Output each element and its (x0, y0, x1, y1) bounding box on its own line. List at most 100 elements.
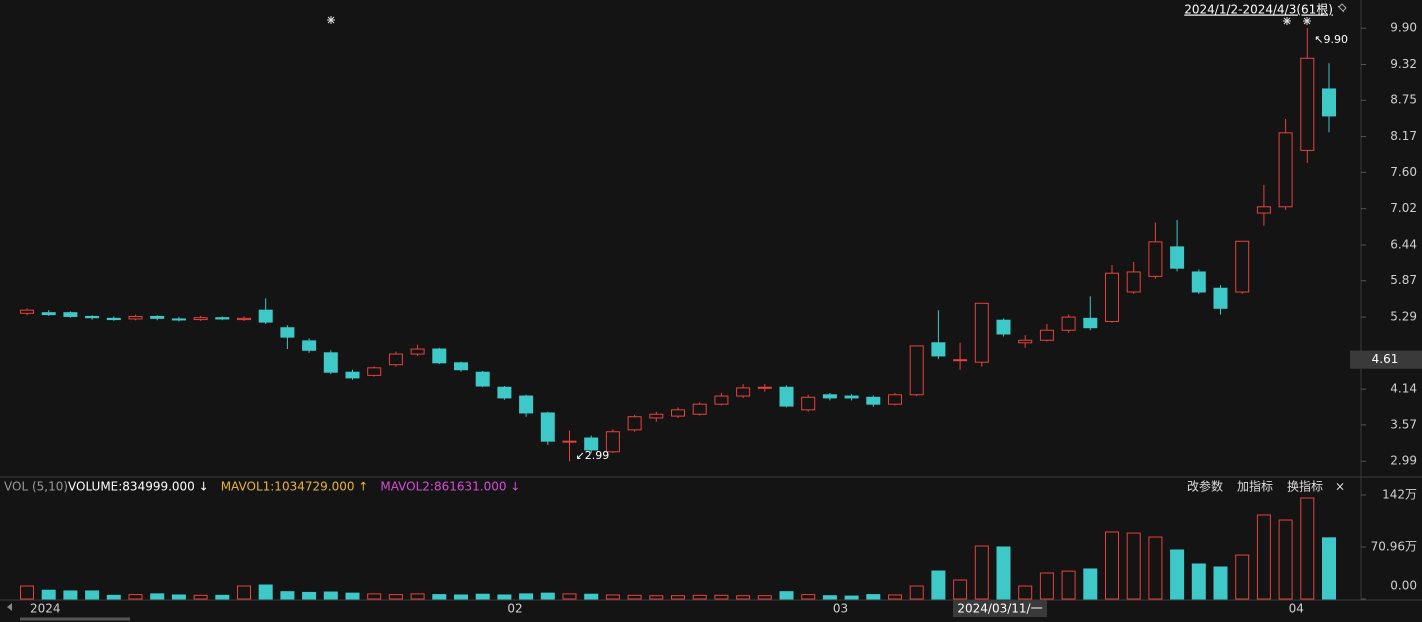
candle-body (584, 437, 599, 451)
min-label: ↙2.99 (576, 449, 610, 462)
candle-body (649, 413, 664, 419)
volume-bar (931, 570, 946, 600)
volume-bar (584, 593, 599, 600)
y-tick-label: 8.75 (1390, 93, 1417, 107)
candle-body (63, 312, 78, 317)
volume-bar (1278, 519, 1293, 600)
candle-body (844, 395, 859, 399)
volume-bar (20, 585, 34, 600)
volume-bar (388, 594, 403, 600)
volume-bar (1105, 531, 1119, 600)
volume-bar (627, 594, 642, 600)
volume-bar (1322, 537, 1336, 600)
candle-body (1018, 339, 1033, 344)
candle-body (20, 309, 34, 314)
candle-body (888, 394, 902, 405)
volume-bar (974, 545, 989, 600)
volume-bar (692, 594, 707, 600)
volume-bar (736, 595, 751, 600)
candle-body (497, 386, 512, 399)
candle-body (345, 371, 360, 379)
cursor-date: 2024/03/11/一 (957, 602, 1042, 616)
toolbar-button[interactable]: × (1335, 480, 1345, 494)
candle-body (258, 309, 273, 323)
volume-bar (822, 595, 837, 600)
vol-title: VOL (5,10) (4, 480, 68, 494)
volume-bar (1148, 536, 1163, 600)
candle-body (1235, 240, 1250, 293)
toolbar-button[interactable]: 换指标 (1287, 479, 1323, 494)
marker-icons (327, 16, 1311, 25)
volume-bar (1170, 549, 1185, 600)
candle-body (1083, 317, 1098, 329)
candle-body (1170, 246, 1185, 269)
candle-body (801, 396, 816, 411)
toolbar-button[interactable]: 改参数 (1187, 479, 1223, 494)
candle-body (410, 348, 425, 355)
vol-legend: VOLUME:834999.000 ↓ (68, 480, 209, 494)
candle-body (388, 353, 403, 366)
y-tick-label: 8.17 (1390, 129, 1417, 143)
vol-legend: MAVOL2:861631.000 ↓ (380, 480, 520, 494)
candle-body (237, 317, 251, 321)
last-price-box (1350, 350, 1422, 369)
pin-icon[interactable] (1337, 3, 1347, 13)
volume-bar (649, 595, 664, 600)
x-tick-label: 02 (507, 602, 522, 616)
candle-body (822, 394, 837, 399)
candle-body (454, 362, 468, 371)
candle-body (1105, 272, 1119, 322)
volume-bar (1126, 532, 1141, 600)
x-tick-label: 04 (1289, 602, 1304, 616)
candle-body (736, 387, 751, 397)
last-price: 4.61 (1372, 352, 1399, 366)
candle-body (1213, 287, 1228, 309)
x-tick-label: 03 (833, 602, 848, 616)
candle-body (757, 386, 772, 389)
volume-bar (345, 592, 360, 600)
candle-body (931, 342, 946, 357)
y-tick-label: 6.44 (1390, 238, 1417, 252)
volume-bar (996, 546, 1011, 600)
volume-bar (454, 594, 468, 600)
volume-bar (258, 584, 273, 600)
volume-bar (41, 589, 56, 600)
volume-bar (85, 590, 100, 600)
candle-body (605, 431, 620, 453)
candle-body (996, 319, 1011, 335)
candle-body (1322, 88, 1336, 117)
candle-body (128, 315, 143, 320)
volume-bar (888, 594, 902, 600)
candle-body (1039, 329, 1054, 341)
y-tick-label: 3.57 (1390, 417, 1417, 431)
candle-body (909, 345, 924, 396)
candle-body (432, 348, 447, 364)
volume-bar (714, 594, 729, 600)
y-tick-label: 2.99 (1390, 454, 1417, 468)
volume-bar (953, 579, 968, 600)
vol-y-tick-label: 142万 (1382, 487, 1417, 501)
scroll-left[interactable] (7, 603, 12, 611)
candle-body (671, 409, 685, 417)
candle-body (215, 317, 230, 320)
volume-bar (475, 593, 490, 600)
range-label: 2024/1/2-2024/4/3(61根) (1184, 3, 1333, 17)
y-tick-label: 7.60 (1390, 165, 1417, 179)
volume-bar (1256, 514, 1271, 600)
candle-body (974, 302, 989, 363)
toolbar-button[interactable]: 加指标 (1237, 479, 1273, 494)
volume-bar (562, 593, 577, 600)
volume-bar (1235, 554, 1250, 600)
volume-bar (605, 594, 620, 600)
vol-legend: MAVOL1:1034729.000 ↑ (221, 480, 369, 494)
volume-bar (779, 591, 794, 600)
volume-bar (237, 585, 251, 600)
volume-bar (1300, 497, 1315, 600)
x-tick-label: 2024 (30, 602, 61, 616)
candle-body (85, 315, 100, 319)
volume-bar (801, 594, 816, 600)
candle-body (1300, 57, 1315, 151)
candle-body (150, 315, 165, 319)
